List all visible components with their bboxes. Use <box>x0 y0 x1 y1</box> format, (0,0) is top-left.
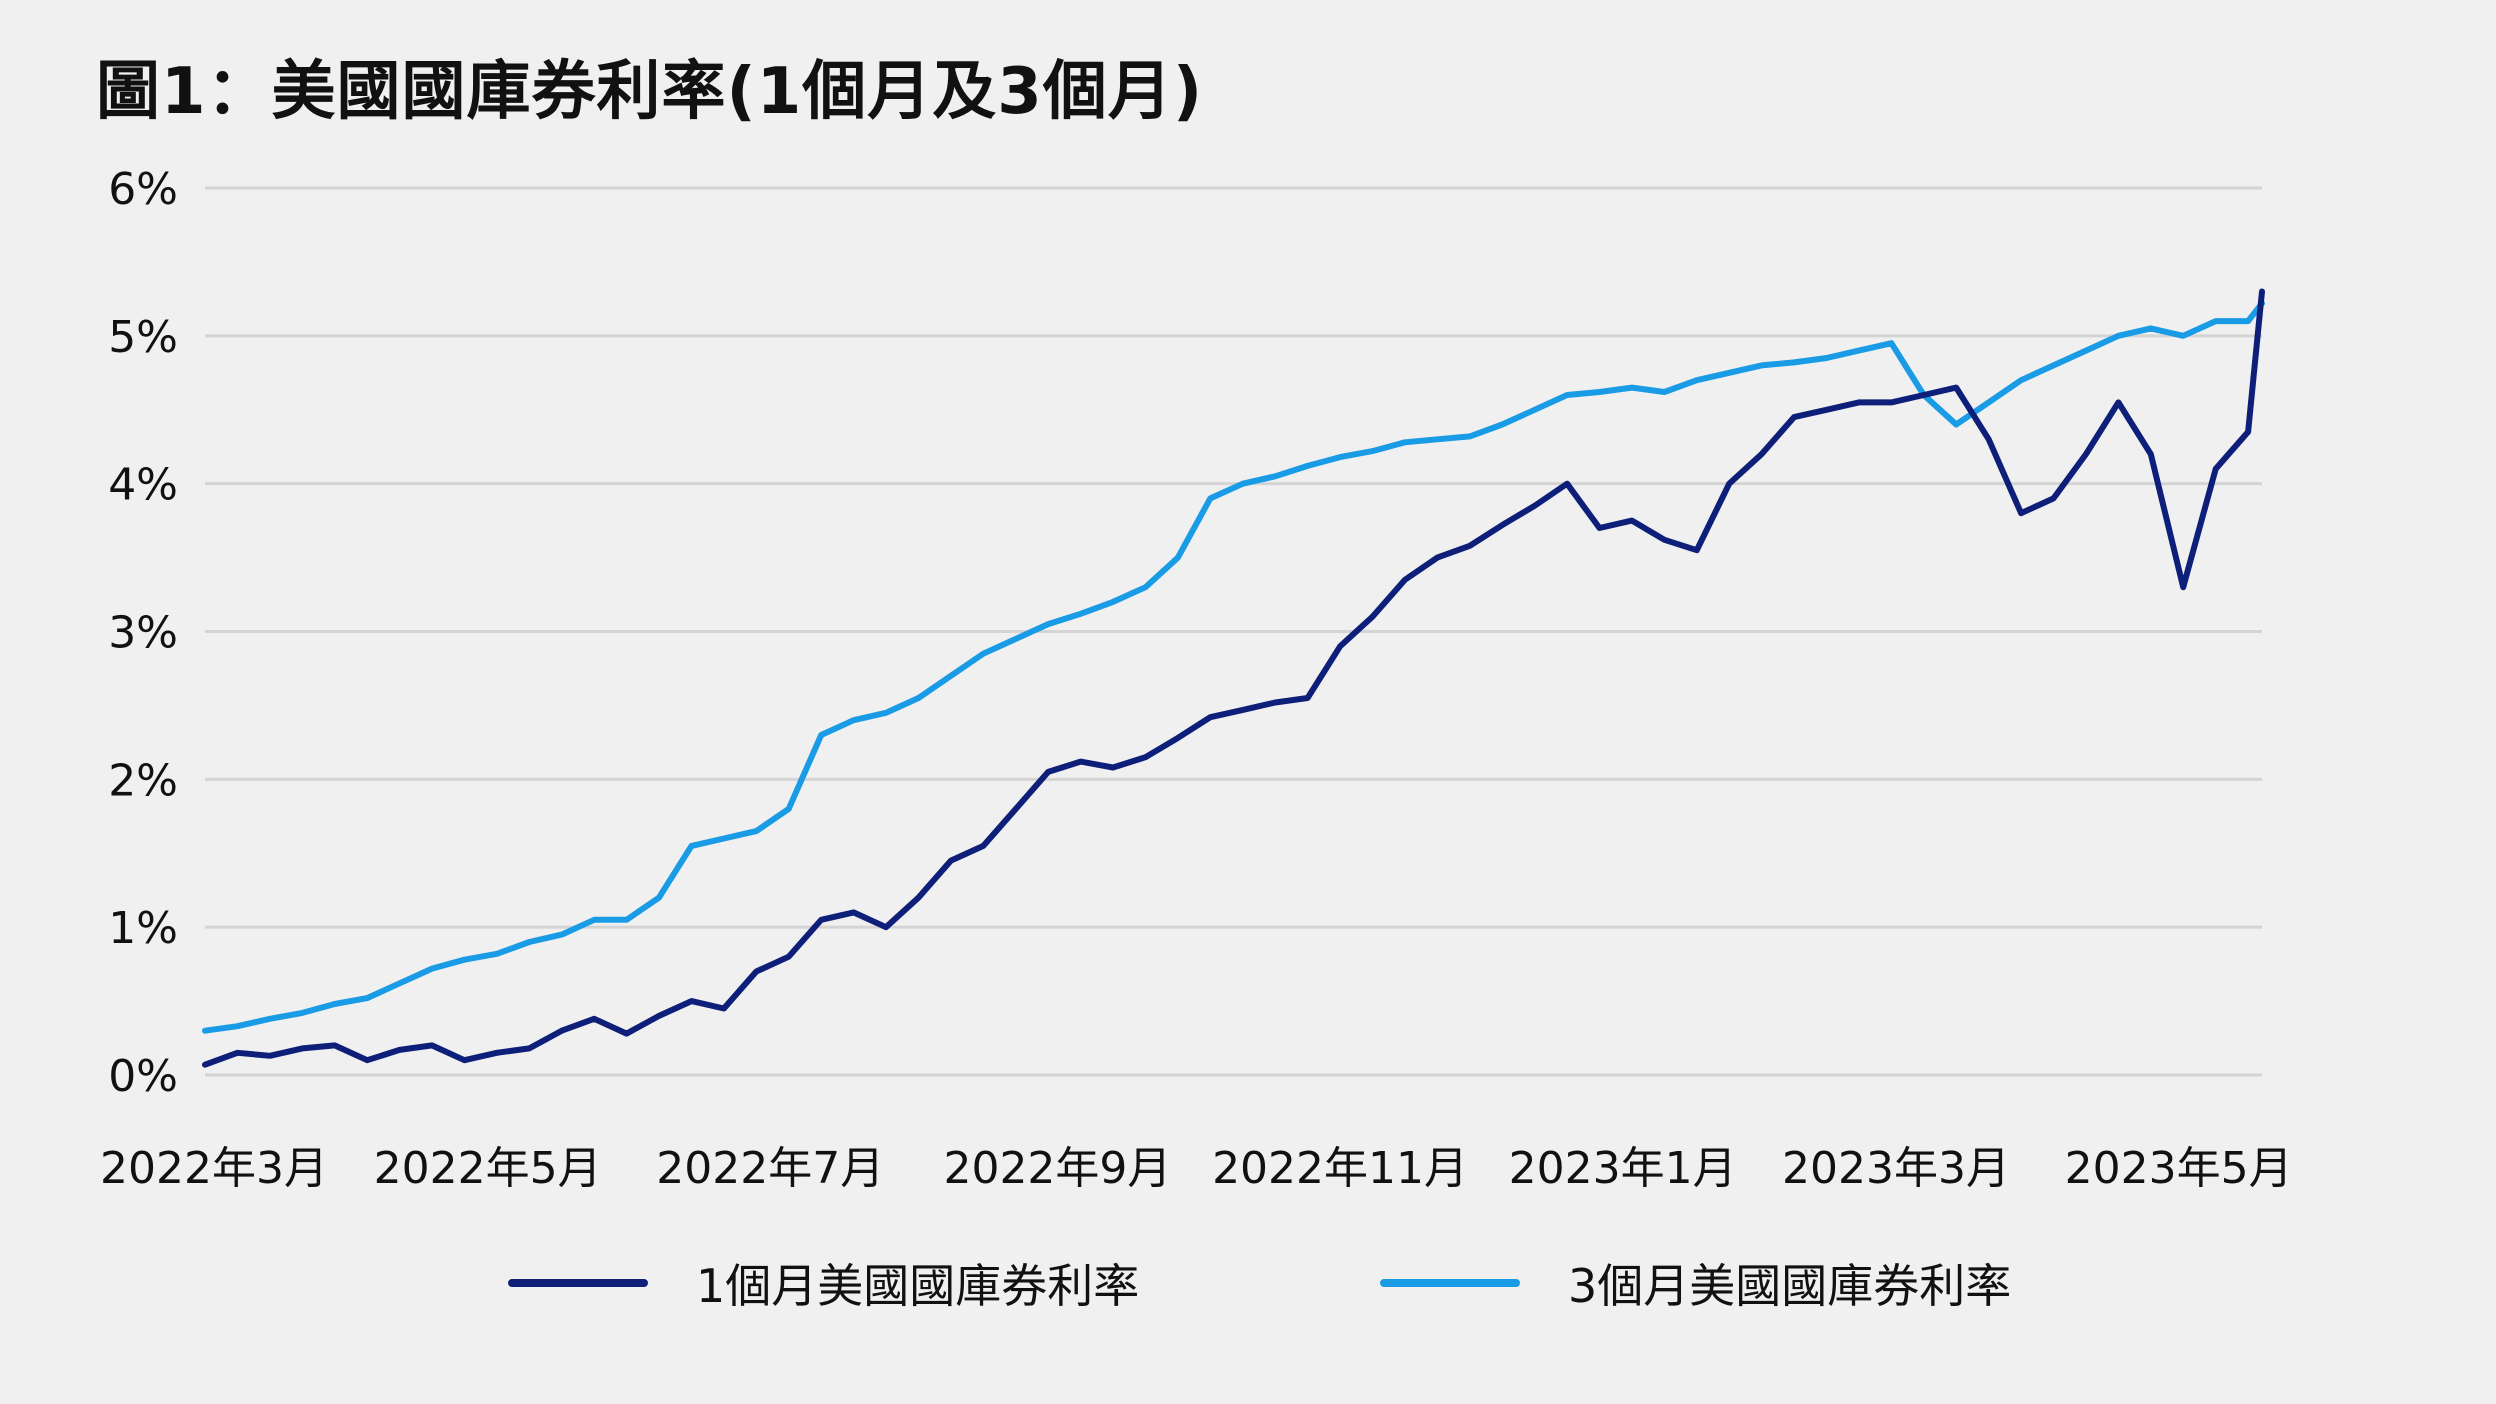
series-line-1-month <box>202 288 2265 1068</box>
x-tick-label: 2023年3月 <box>1782 1143 2010 1194</box>
x-tick-label: 2022年3月 <box>100 1143 328 1194</box>
legend-swatch-3-month <box>1380 1279 1520 1287</box>
gridlines <box>205 186 2262 1077</box>
x-tick-label: 2022年7月 <box>656 1143 884 1194</box>
x-tick-label: 2023年1月 <box>1509 1143 1737 1194</box>
y-tick-label: 5% <box>108 312 178 363</box>
y-tick-label: 1% <box>108 903 178 954</box>
y-axis-ticks: 0% 1% 2% 3% 4% 5% 6% <box>108 164 178 1102</box>
legend-label-3-month: 3個月美國國庫券利率 <box>1568 1259 2012 1313</box>
x-axis-ticks: 2022年3月 2022年5月 2022年7月 2022年9月 2022年11月 2023… <box>100 1143 2293 1194</box>
y-tick-label: 6% <box>108 164 178 215</box>
legend-item-3-month: 3個月美國國庫券利率 <box>1380 1250 2011 1316</box>
series-lines <box>202 288 2265 1068</box>
y-tick-label: 4% <box>108 460 178 511</box>
x-tick-label: 2022年11月 <box>1212 1143 1468 1194</box>
legend-item-1-month: 1個月美國國庫券利率 <box>508 1250 1139 1316</box>
x-tick-label: 2023年5月 <box>2065 1143 2293 1194</box>
x-tick-label: 2022年9月 <box>943 1143 1171 1194</box>
y-tick-label: 2% <box>108 755 178 806</box>
series-line-3-month <box>202 300 2265 1034</box>
y-tick-label: 3% <box>108 608 178 659</box>
y-tick-label: 0% <box>108 1051 178 1102</box>
chart-title: 圖1：美國國庫券利率(1個月及3個月) <box>96 55 1204 129</box>
legend: 1個月美國國庫券利率 3個月美國國庫券利率 <box>0 1250 2496 1313</box>
legend-swatch-1-month <box>508 1279 648 1287</box>
legend-label-1-month: 1個月美國國庫券利率 <box>696 1259 1140 1313</box>
x-tick-label: 2022年5月 <box>374 1143 602 1194</box>
